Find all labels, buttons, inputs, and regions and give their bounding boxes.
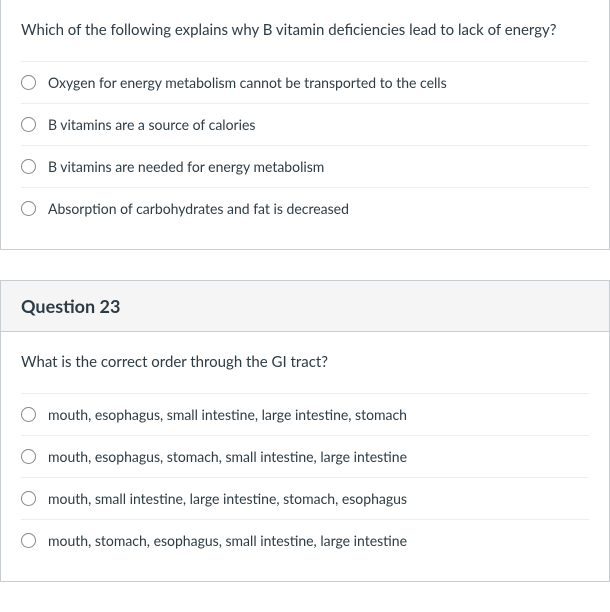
option-row[interactable]: mouth, esophagus, stomach, small intesti…	[21, 436, 589, 478]
option-radio[interactable]	[21, 75, 36, 90]
option-label: mouth, small intestine, large intestine,…	[48, 490, 407, 507]
option-radio[interactable]	[21, 201, 36, 216]
question-text: What is the correct order through the GI…	[21, 352, 589, 373]
question-body: What is the correct order through the GI…	[1, 332, 609, 581]
option-row[interactable]: Oxygen for energy metabolism cannot be t…	[21, 62, 589, 104]
option-label: B vitamins are needed for energy metabol…	[48, 158, 324, 175]
option-radio[interactable]	[21, 407, 36, 422]
question-body: Which of the following explains why B vi…	[1, 0, 609, 249]
option-row[interactable]: mouth, stomach, esophagus, small intesti…	[21, 520, 589, 561]
option-label: Absorption of carbohydrates and fat is d…	[48, 200, 349, 217]
question-card: Which of the following explains why B vi…	[0, 0, 610, 250]
option-row[interactable]: Absorption of carbohydrates and fat is d…	[21, 188, 589, 229]
option-radio[interactable]	[21, 159, 36, 174]
option-label: B vitamins are a source of calories	[48, 116, 255, 133]
options-list: mouth, esophagus, small intestine, large…	[21, 393, 589, 561]
question-card: Question 23 What is the correct order th…	[0, 280, 610, 582]
option-radio[interactable]	[21, 117, 36, 132]
option-label: mouth, esophagus, stomach, small intesti…	[48, 448, 407, 465]
option-radio[interactable]	[21, 533, 36, 548]
option-radio[interactable]	[21, 491, 36, 506]
option-label: mouth, stomach, esophagus, small intesti…	[48, 532, 407, 549]
option-row[interactable]: B vitamins are a source of calories	[21, 104, 589, 146]
option-row[interactable]: mouth, esophagus, small intestine, large…	[21, 394, 589, 436]
option-row[interactable]: mouth, small intestine, large intestine,…	[21, 478, 589, 520]
question-header: Question 23	[1, 281, 609, 332]
options-list: Oxygen for energy metabolism cannot be t…	[21, 61, 589, 229]
question-header-title: Question 23	[21, 295, 589, 317]
option-label: Oxygen for energy metabolism cannot be t…	[48, 74, 447, 91]
option-radio[interactable]	[21, 449, 36, 464]
option-row[interactable]: B vitamins are needed for energy metabol…	[21, 146, 589, 188]
option-label: mouth, esophagus, small intestine, large…	[48, 406, 407, 423]
question-text: Which of the following explains why B vi…	[21, 20, 589, 41]
